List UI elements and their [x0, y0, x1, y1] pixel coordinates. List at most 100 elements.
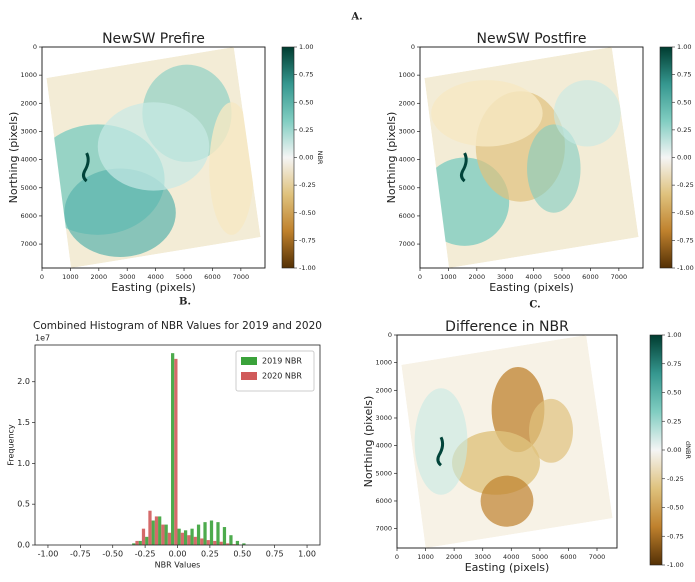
x-tick-label: 3000 [119, 273, 136, 281]
colorbar-tick-label: 0.00 [677, 154, 691, 162]
x-tick-label: -0.25 [135, 550, 156, 559]
chart-title: Difference in NBR [445, 319, 569, 335]
colorbar-tick-label: 0.75 [299, 71, 313, 79]
y-tick-label: 5000 [20, 184, 37, 192]
x-tick-label: -1.00 [38, 550, 59, 559]
histogram-bar [132, 543, 136, 545]
x-axis-label: Easting (pixels) [111, 281, 196, 294]
y-tick-label: 3000 [20, 127, 37, 135]
y-tick-label: 0.5 [17, 500, 30, 509]
colorbar-tick-label: 1.00 [667, 331, 681, 339]
colorbar-tick-label: 0.00 [667, 446, 681, 454]
y-tick-label: 1000 [20, 71, 37, 79]
colorbar-tick-label: -1.00 [677, 264, 694, 272]
y-tick-label: 7000 [398, 240, 415, 248]
colorbar-tick-label: -1.00 [667, 561, 684, 569]
colorbar-tick-label: 0.50 [677, 98, 691, 106]
x-tick-label: 6000 [560, 553, 577, 561]
histogram-bar [187, 535, 191, 545]
x-tick-label: 1000 [440, 273, 457, 281]
y-axis-label: Northing (pixels) [362, 396, 375, 488]
colorbar-tick-label: 1.00 [299, 43, 313, 51]
x-tick-label: 1.00 [298, 550, 316, 559]
colorbar-tick-label: -0.50 [299, 209, 316, 217]
colorbar-tick-label: 1.00 [677, 43, 691, 51]
colorbar [649, 334, 663, 566]
colorbar-tick-label: -0.50 [677, 209, 694, 217]
y-axis-label: Northing (pixels) [385, 112, 398, 204]
histogram-bar [174, 358, 178, 545]
panel-label: C. [529, 300, 540, 311]
y-tick-label: 1.0 [17, 459, 30, 468]
raster [424, 47, 639, 268]
y-tick-label: 1000 [375, 359, 392, 367]
x-tick-label: 1000 [417, 553, 434, 561]
y-tick-label: 3000 [398, 127, 415, 135]
x-tick-label: 4000 [503, 553, 520, 561]
x-tick-label: 0 [395, 553, 399, 561]
histogram-bar [151, 520, 155, 545]
y-tick-label: 4000 [375, 442, 392, 450]
histogram-bar [161, 524, 165, 545]
colorbar-tick-label: 0.25 [299, 126, 313, 134]
x-tick-label: 2000 [91, 273, 108, 281]
axes-border [396, 334, 618, 549]
histogram-bar [145, 536, 149, 545]
y-tick-label: 2000 [20, 99, 37, 107]
colorbar-tick-label: 0.50 [299, 98, 313, 106]
y-tick-label: 1000 [398, 71, 415, 79]
x-tick-label: 5000 [532, 553, 549, 561]
histogram-bar [193, 536, 197, 545]
colorbar-tick-label: -0.75 [299, 236, 316, 244]
y-axis-label: Northing (pixels) [7, 112, 20, 204]
y-tick-label: 0 [388, 331, 392, 339]
raster [46, 47, 261, 268]
panel-label: A. [350, 12, 362, 23]
colorbar [659, 46, 673, 269]
histogram-bar [148, 510, 152, 545]
histogram-bar [180, 532, 184, 545]
colorbar-tick-label: -0.25 [667, 475, 684, 483]
colorbar-tick-label: 0.25 [677, 126, 691, 134]
raster-patch [480, 475, 534, 527]
histogram-bar [154, 516, 159, 545]
x-tick-label: 6000 [204, 273, 221, 281]
x-tick-label: 7000 [589, 553, 606, 561]
histogram-bar [216, 522, 220, 545]
y-tick-label: 6000 [20, 212, 37, 220]
x-tick-label: -0.75 [70, 550, 91, 559]
x-tick-label: 3000 [474, 553, 491, 561]
x-tick-label: 2000 [469, 273, 486, 281]
x-tick-label: 6000 [582, 273, 599, 281]
lake [81, 152, 90, 183]
colorbar-tick-label: 0.75 [677, 71, 691, 79]
y-tick-label: 1.5 [17, 418, 30, 427]
histogram-bar [213, 540, 217, 545]
x-tick-label: 3000 [497, 273, 514, 281]
x-tick-label: 0 [418, 273, 422, 281]
histogram-bar [158, 516, 162, 545]
x-tick-label: 4000 [525, 273, 542, 281]
legend-label: 2019 NBR [262, 357, 302, 366]
histogram-bar [135, 540, 139, 545]
colorbar-tick-label: 0.75 [667, 360, 681, 368]
colorbar-label: dNBR [684, 441, 692, 459]
raster-patch [209, 102, 254, 235]
histogram-bar [235, 540, 240, 545]
histogram-bar [164, 524, 168, 545]
histogram-bar [171, 353, 175, 545]
histogram-bar [138, 540, 142, 545]
y-tick-label: 2000 [375, 386, 392, 394]
axes-border [419, 46, 644, 269]
x-tick-label: 7000 [233, 273, 250, 281]
raster-patch [64, 168, 176, 257]
x-tick-label: 7000 [611, 273, 628, 281]
offset-label: 1e7 [35, 334, 50, 343]
histogram-bar [229, 535, 233, 545]
histogram-bar [167, 532, 172, 545]
chart-title: NewSW Prefire [102, 31, 205, 47]
y-tick-label: 2.0 [17, 377, 30, 386]
y-tick-label: 0.0 [17, 541, 30, 550]
lake [436, 436, 445, 467]
